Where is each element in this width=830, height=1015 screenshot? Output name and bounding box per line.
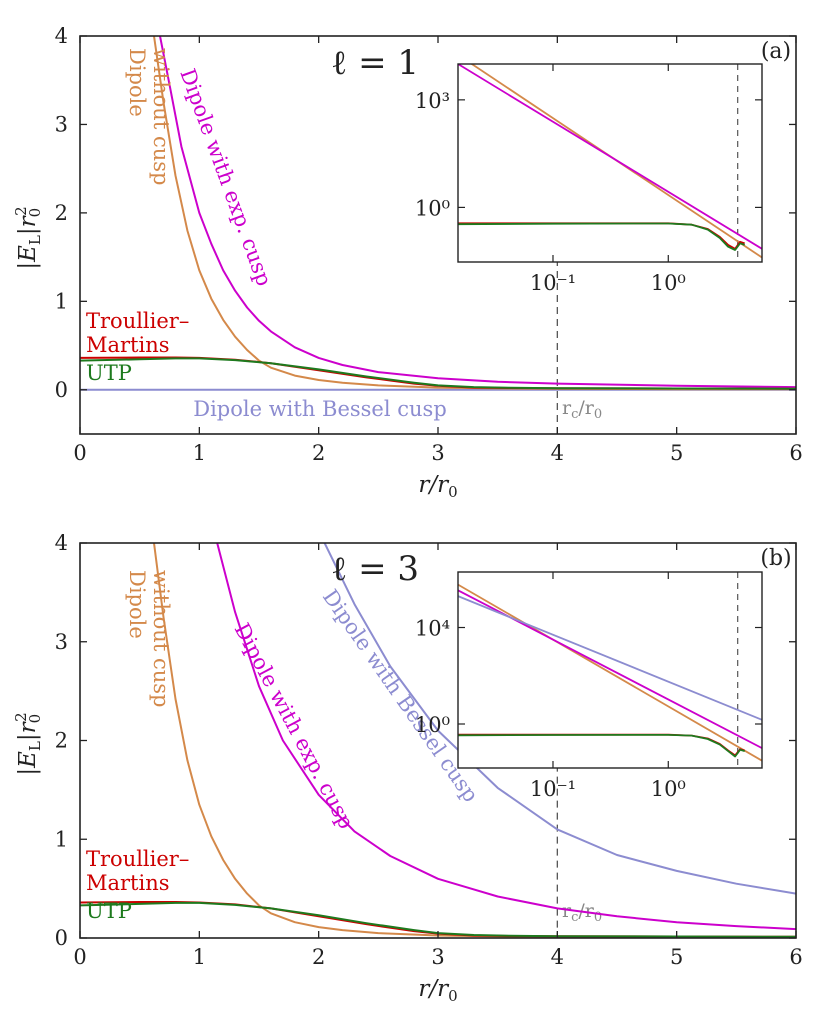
y-tick-label: 1 <box>55 289 68 313</box>
panel-title: ℓ = 1 <box>331 43 419 83</box>
curve-label-dipole-bessel-cusp: Dipole with Bessel cusp <box>193 397 447 421</box>
inset-x-tick-label: 10⁰ <box>651 777 686 801</box>
series-line-utp <box>80 901 796 938</box>
curves <box>80 36 796 391</box>
curves <box>80 543 796 938</box>
x-axis-label: r/r0 <box>418 976 457 1005</box>
y-tick-label: 4 <box>55 24 68 48</box>
x-tick-label: 4 <box>551 945 564 969</box>
inset-series-line-utp <box>458 222 745 251</box>
x-tick-label: 6 <box>789 945 802 969</box>
inset-frame <box>457 63 763 263</box>
panel-title: ℓ = 3 <box>331 549 419 589</box>
inset-y-tick-label: 10⁴ <box>415 617 450 641</box>
x-axis-label: r/r0 <box>418 472 457 501</box>
inset-x-tick-label: 10⁻¹ <box>530 271 576 295</box>
curve-label-dipole-without-cusp: Dipolewithout cusp <box>125 570 173 707</box>
y-tick-label: 1 <box>55 827 68 851</box>
y-tick-label: 0 <box>55 926 68 950</box>
series-line-dipole-exp-cusp <box>159 36 796 389</box>
curve-label-dipole-exp-cusp: Dipole with exp. cusp <box>230 619 359 833</box>
curve-label-utp: UTP <box>86 899 132 923</box>
y-axis-label: |EL|r02 <box>12 712 44 775</box>
inset: 10⁻¹ 10⁰ 10⁰ 10⁴ <box>415 571 763 801</box>
curve-label-troullier-martins: Troullier– Martins <box>86 309 189 357</box>
series-line-troullier-martins <box>80 356 796 390</box>
x-tick-label: 2 <box>312 945 325 969</box>
inset-y-tick-label: 10⁰ <box>415 713 450 737</box>
inset-y-tick-label: 10³ <box>415 89 450 113</box>
series-line-dipole-exp-cusp <box>216 543 796 931</box>
inset-x-tick-label: 10⁻¹ <box>530 777 576 801</box>
panel-a: rc/r0 0 1 2 3 4 5 6 0 1 2 3 4 r/r0 |EL|r02 ℓ = 1 (a) Dipo… <box>12 24 803 501</box>
inset-series-line-dipole-without-cusp <box>458 583 762 762</box>
inset: 10⁻¹ 10⁰ 10⁰ 10³ <box>415 63 763 295</box>
inset-background <box>458 64 762 262</box>
x-tick-label: 1 <box>193 441 206 465</box>
curve-label-troullier-martins: Troullier– Martins <box>86 847 189 895</box>
y-tick-label: 2 <box>55 729 68 753</box>
y-tick-label: 2 <box>55 201 68 225</box>
y-tick-label: 4 <box>55 531 68 555</box>
inset-x-tick-label: 10⁰ <box>651 271 686 295</box>
series-line-utp <box>80 357 796 390</box>
curve-label-dipole-without-cusp: Dipolewithout cusp <box>125 48 173 185</box>
panel-letter: (b) <box>760 546 791 571</box>
x-tick-label: 6 <box>789 441 802 465</box>
rc-label: rc/r0 <box>562 397 602 422</box>
series-line-dipole-bessel-cusp <box>323 543 796 895</box>
inset-series-line-dipole-exp-cusp <box>458 64 762 250</box>
x-tick-label: 1 <box>193 945 206 969</box>
x-tick-label: 2 <box>312 441 325 465</box>
x-tick-label: 0 <box>73 945 86 969</box>
x-tick-label: 5 <box>670 945 683 969</box>
inset-curves <box>458 583 762 762</box>
x-tick-label: 0 <box>73 441 86 465</box>
inset-y-tick-label: 10⁰ <box>415 196 450 220</box>
curve-label-utp: UTP <box>86 361 132 385</box>
inset-frame <box>457 571 763 769</box>
x-tick-label: 3 <box>431 945 444 969</box>
y-tick-label: 3 <box>55 630 68 654</box>
x-tick-label: 3 <box>431 441 444 465</box>
x-tick-label: 5 <box>670 441 683 465</box>
inset-curves <box>458 64 762 259</box>
panel-letter: (a) <box>761 39 791 64</box>
inset-series-line-utp <box>458 734 745 758</box>
inset-series-line-dipole-bessel-cusp <box>458 595 762 721</box>
y-tick-label: 0 <box>55 378 68 402</box>
y-axis-label: |EL|r02 <box>12 206 44 269</box>
x-tick-label: 4 <box>551 441 564 465</box>
y-tick-label: 3 <box>55 112 68 136</box>
